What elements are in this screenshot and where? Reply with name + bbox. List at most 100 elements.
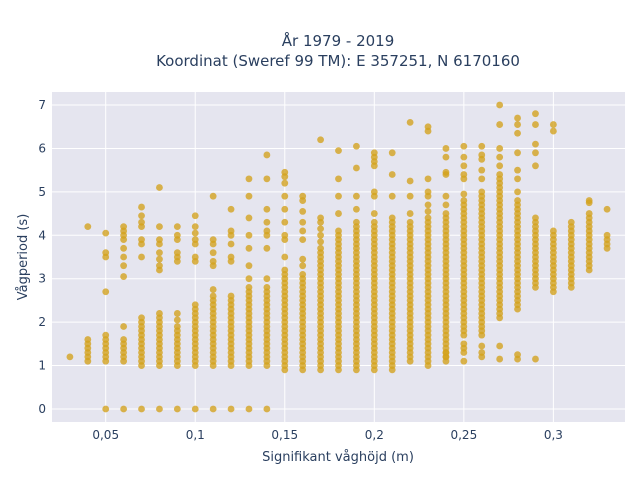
data-point [66, 353, 74, 361]
data-point [120, 253, 128, 261]
data-point [317, 136, 324, 144]
y-axis-title: Vågperiod (s) [16, 214, 31, 301]
data-point [317, 244, 324, 252]
data-point [245, 244, 253, 252]
data-point [478, 175, 486, 183]
data-point [120, 336, 128, 343]
data-point [299, 218, 307, 226]
data-point [102, 331, 110, 339]
data-point [156, 262, 163, 270]
y-tick-label: 2 [38, 315, 46, 329]
data-point [478, 142, 486, 150]
data-point [460, 357, 468, 365]
data-point [424, 201, 432, 209]
data-point [138, 405, 145, 413]
data-point [532, 162, 539, 170]
data-point [603, 231, 611, 239]
data-point [496, 171, 504, 178]
data-point [424, 208, 432, 215]
data-point [317, 231, 324, 239]
data-point [299, 270, 307, 278]
data-point [281, 231, 289, 239]
data-point [442, 168, 450, 176]
data-point [442, 210, 450, 217]
x-tick-label: 0,1 [186, 428, 205, 442]
data-point [317, 214, 324, 222]
data-point [478, 188, 486, 196]
data-point [442, 349, 450, 356]
data-point [370, 188, 378, 196]
y-tick-label: 5 [38, 185, 46, 199]
data-point [281, 253, 289, 261]
data-point [299, 208, 307, 215]
data-point [263, 218, 271, 226]
data-point [84, 336, 92, 343]
data-point [585, 210, 593, 217]
x-tick-label: 0,3 [544, 428, 563, 442]
data-point [424, 188, 432, 196]
data-point [209, 192, 217, 200]
chart-title-line-2: Koordinat (Sweref 99 TM): E 357251, N 61… [156, 52, 520, 70]
data-point [353, 192, 360, 200]
data-point [496, 162, 504, 170]
data-point [514, 351, 521, 359]
y-tick-label: 1 [38, 359, 46, 373]
data-point [353, 218, 360, 226]
data-point [120, 244, 128, 252]
y-tick-label: 6 [38, 141, 46, 155]
data-point [460, 142, 468, 150]
data-point [496, 121, 504, 128]
data-point [191, 223, 199, 231]
data-point [514, 166, 521, 174]
data-point [191, 212, 199, 220]
data-point [156, 405, 163, 413]
data-point [442, 192, 450, 200]
data-point [245, 405, 253, 413]
data-point [263, 175, 271, 183]
data-point [514, 114, 521, 122]
data-point [532, 121, 539, 128]
data-point [138, 253, 145, 261]
data-point [335, 147, 342, 155]
data-point [173, 323, 181, 330]
data-point [84, 223, 92, 231]
data-point [460, 162, 468, 170]
data-point [227, 253, 235, 261]
data-point [478, 166, 486, 174]
data-point [281, 205, 289, 213]
data-point [370, 218, 378, 226]
x-tick-label: 0,15 [271, 428, 298, 442]
data-point [120, 262, 128, 270]
data-point [173, 310, 181, 317]
data-point [442, 153, 450, 161]
data-point [496, 145, 504, 152]
data-point [478, 151, 486, 159]
data-point [120, 405, 128, 413]
data-point [370, 210, 378, 217]
data-point [478, 349, 486, 356]
y-tick-label: 3 [38, 272, 46, 286]
data-point [514, 149, 521, 157]
data-point [585, 197, 593, 204]
tick-labels: 0,05 0,1 0,15 0,2 0,25 0,3 0 1 2 3 4 5 6 7 [38, 98, 563, 442]
data-point [496, 342, 504, 350]
data-point [263, 405, 271, 413]
data-point [496, 101, 504, 109]
data-point [263, 205, 271, 213]
data-point [138, 236, 145, 244]
data-point [514, 121, 521, 128]
data-point [514, 188, 521, 196]
data-point [245, 175, 253, 183]
data-point [460, 197, 468, 204]
data-point [514, 175, 521, 183]
data-point [209, 405, 217, 413]
data-point [281, 266, 289, 274]
data-point [227, 240, 235, 248]
data-point [191, 236, 199, 244]
data-point [496, 355, 504, 363]
data-point [299, 192, 307, 200]
data-point [549, 121, 557, 128]
data-point [406, 218, 414, 226]
data-point [209, 286, 217, 293]
